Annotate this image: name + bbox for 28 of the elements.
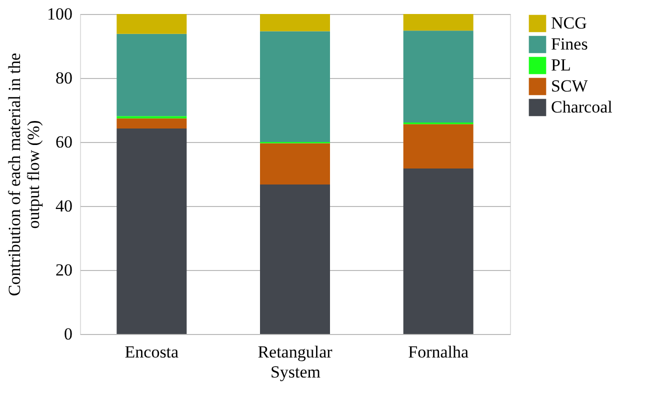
y-axis-title: Contribution of each material in the output flow (%) — [5, 52, 43, 296]
x-tick-label: Retangular — [258, 342, 333, 362]
y-tick-label: 20 — [56, 260, 72, 280]
bar — [403, 30, 474, 122]
bar — [403, 168, 474, 334]
bar — [260, 14, 330, 32]
x-axis-title: System — [270, 362, 321, 382]
y-tick-label: 40 — [56, 196, 72, 216]
legend-label: Fines — [551, 34, 588, 54]
bar — [260, 31, 330, 142]
x-tick-label: Fornalha — [408, 342, 469, 362]
bar — [260, 143, 330, 185]
legend-label: SCW — [551, 76, 589, 96]
legend-label: PL — [551, 56, 571, 74]
bar — [116, 128, 187, 334]
bar — [116, 34, 187, 116]
bar — [116, 118, 187, 129]
bar — [260, 184, 330, 334]
y-tick-label: 0 — [64, 324, 72, 344]
bar — [116, 14, 187, 34]
bar — [403, 14, 474, 31]
y-tick-label: 60 — [56, 132, 72, 152]
x-tick-label: Encosta — [124, 342, 180, 362]
y-tick-label: 100 — [47, 4, 72, 24]
legend-label: NCG — [551, 14, 587, 32]
bar — [403, 124, 474, 169]
y-tick-label: 80 — [56, 68, 72, 88]
legend-label: Charcoal — [551, 98, 613, 116]
